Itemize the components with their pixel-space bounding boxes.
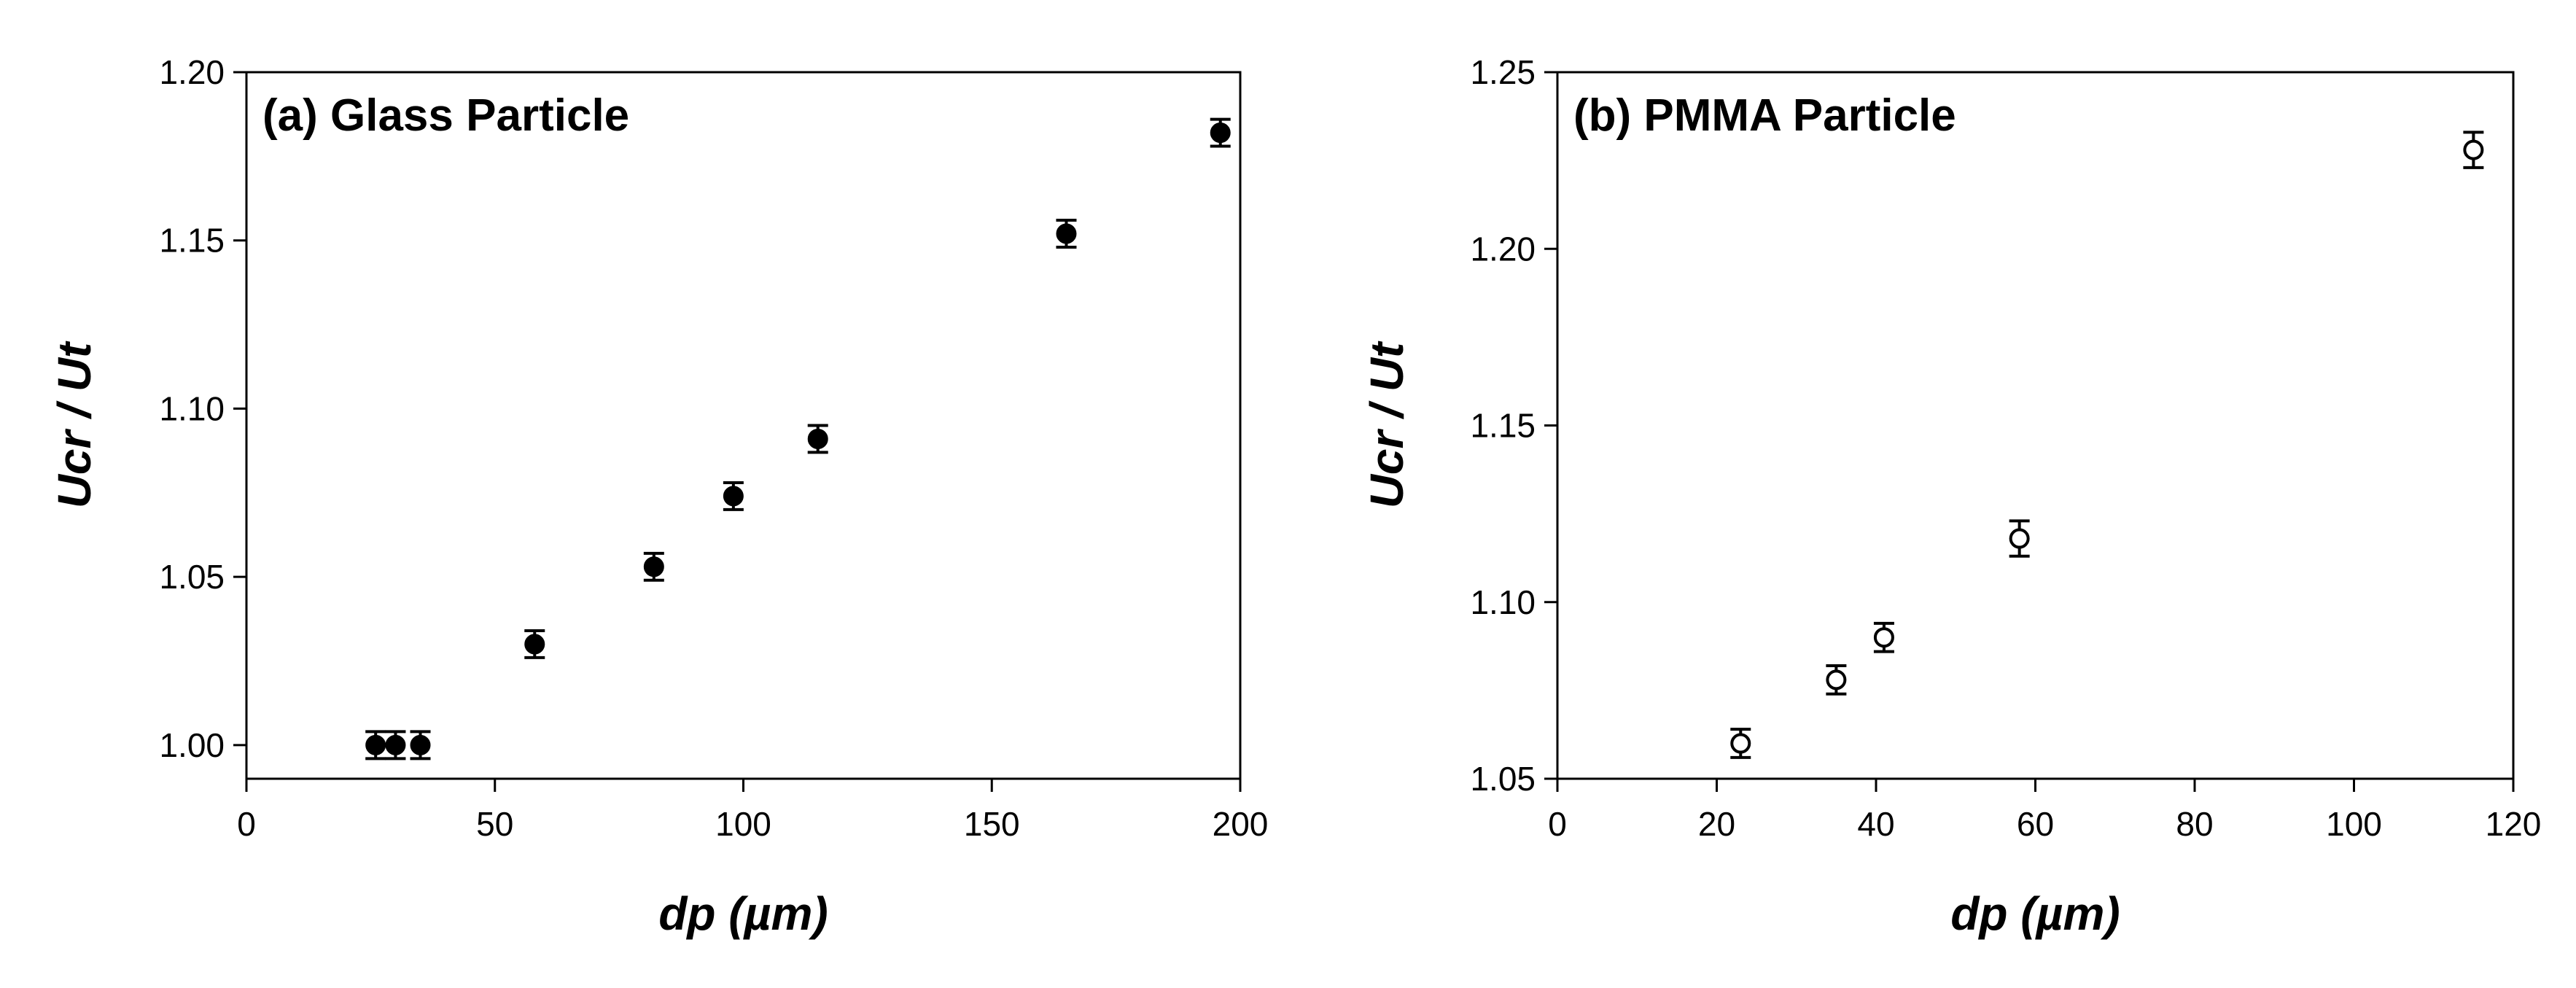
point [410, 734, 431, 755]
y-tick-label: 1.15 [1470, 407, 1536, 445]
point [1210, 122, 1231, 144]
x-axis-label: dp (µm) [1950, 887, 2120, 940]
point [1826, 669, 1847, 691]
y-tick-label: 1.10 [1470, 583, 1536, 621]
point [1730, 733, 1751, 754]
x-axis-label: dp (µm) [658, 887, 828, 940]
y-tick-label: 1.20 [1470, 230, 1536, 268]
y-tick-label: 1.05 [159, 558, 225, 596]
y-axis-label: Ucr / Ut [48, 341, 101, 508]
y-tick-label: 1.20 [159, 53, 225, 91]
chart-title: (b) PMMA Particle [1573, 90, 1956, 141]
x-tick-label: 20 [1698, 805, 1735, 843]
point [365, 734, 386, 755]
x-tick-label: 120 [2486, 805, 2542, 843]
plot-frame [245, 71, 1242, 780]
point [524, 634, 545, 655]
y-tick-label: 1.00 [159, 726, 225, 764]
x-tick-label: 200 [1213, 805, 1269, 843]
point [643, 556, 664, 577]
point [2463, 139, 2484, 160]
y-axis-label: Ucr / Ut [1361, 341, 1413, 508]
x-tick-label: 0 [237, 805, 256, 843]
point [1056, 223, 1077, 244]
y-tick-label: 1.05 [1470, 760, 1536, 798]
x-tick-label: 40 [1857, 805, 1894, 843]
x-tick-label: 80 [2176, 805, 2213, 843]
x-tick-label: 60 [2017, 805, 2054, 843]
y-tick-label: 1.10 [159, 389, 225, 427]
x-tick-label: 100 [2326, 805, 2382, 843]
point [385, 734, 406, 755]
point [723, 486, 744, 507]
point [807, 428, 828, 449]
y-tick-label: 1.25 [1470, 53, 1536, 91]
y-tick-label: 1.15 [159, 222, 225, 260]
x-tick-label: 0 [1548, 805, 1567, 843]
x-tick-label: 100 [715, 805, 771, 843]
point [1873, 627, 1894, 648]
chart-title: (a) Glass Particle [262, 90, 629, 141]
x-tick-label: 50 [476, 805, 513, 843]
point [2009, 528, 2030, 549]
plot-frame [1556, 71, 2515, 780]
x-tick-label: 150 [964, 805, 1020, 843]
